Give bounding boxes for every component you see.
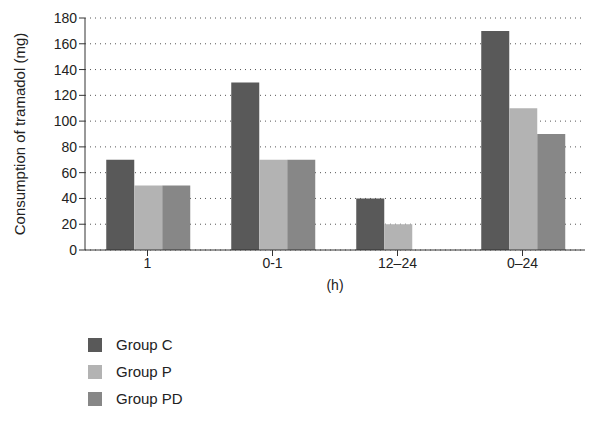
svg-text:0-1: 0-1 [262, 255, 282, 271]
svg-text:Consumption of tramadol (mg): Consumption of tramadol (mg) [11, 33, 28, 236]
svg-text:140: 140 [54, 62, 78, 78]
svg-text:80: 80 [61, 139, 77, 155]
svg-text:1: 1 [144, 255, 152, 271]
html-text:Group PD: Group PD [116, 390, 183, 407]
svg-text:160: 160 [54, 36, 78, 52]
svg-text:20: 20 [61, 216, 77, 232]
svg-text:(h): (h) [326, 277, 343, 293]
svg-text:40: 40 [61, 190, 77, 206]
svg-text:60: 60 [61, 165, 77, 181]
svg-text:180: 180 [54, 10, 78, 26]
svg-text:0–24: 0–24 [507, 255, 538, 271]
html-text:Group C: Group C [116, 336, 173, 353]
html-text:Group P: Group P [116, 363, 172, 380]
svg-text:12–24: 12–24 [378, 255, 417, 271]
svg-text:120: 120 [54, 87, 78, 103]
svg-text:100: 100 [54, 113, 78, 129]
svg-text:0: 0 [69, 242, 77, 258]
